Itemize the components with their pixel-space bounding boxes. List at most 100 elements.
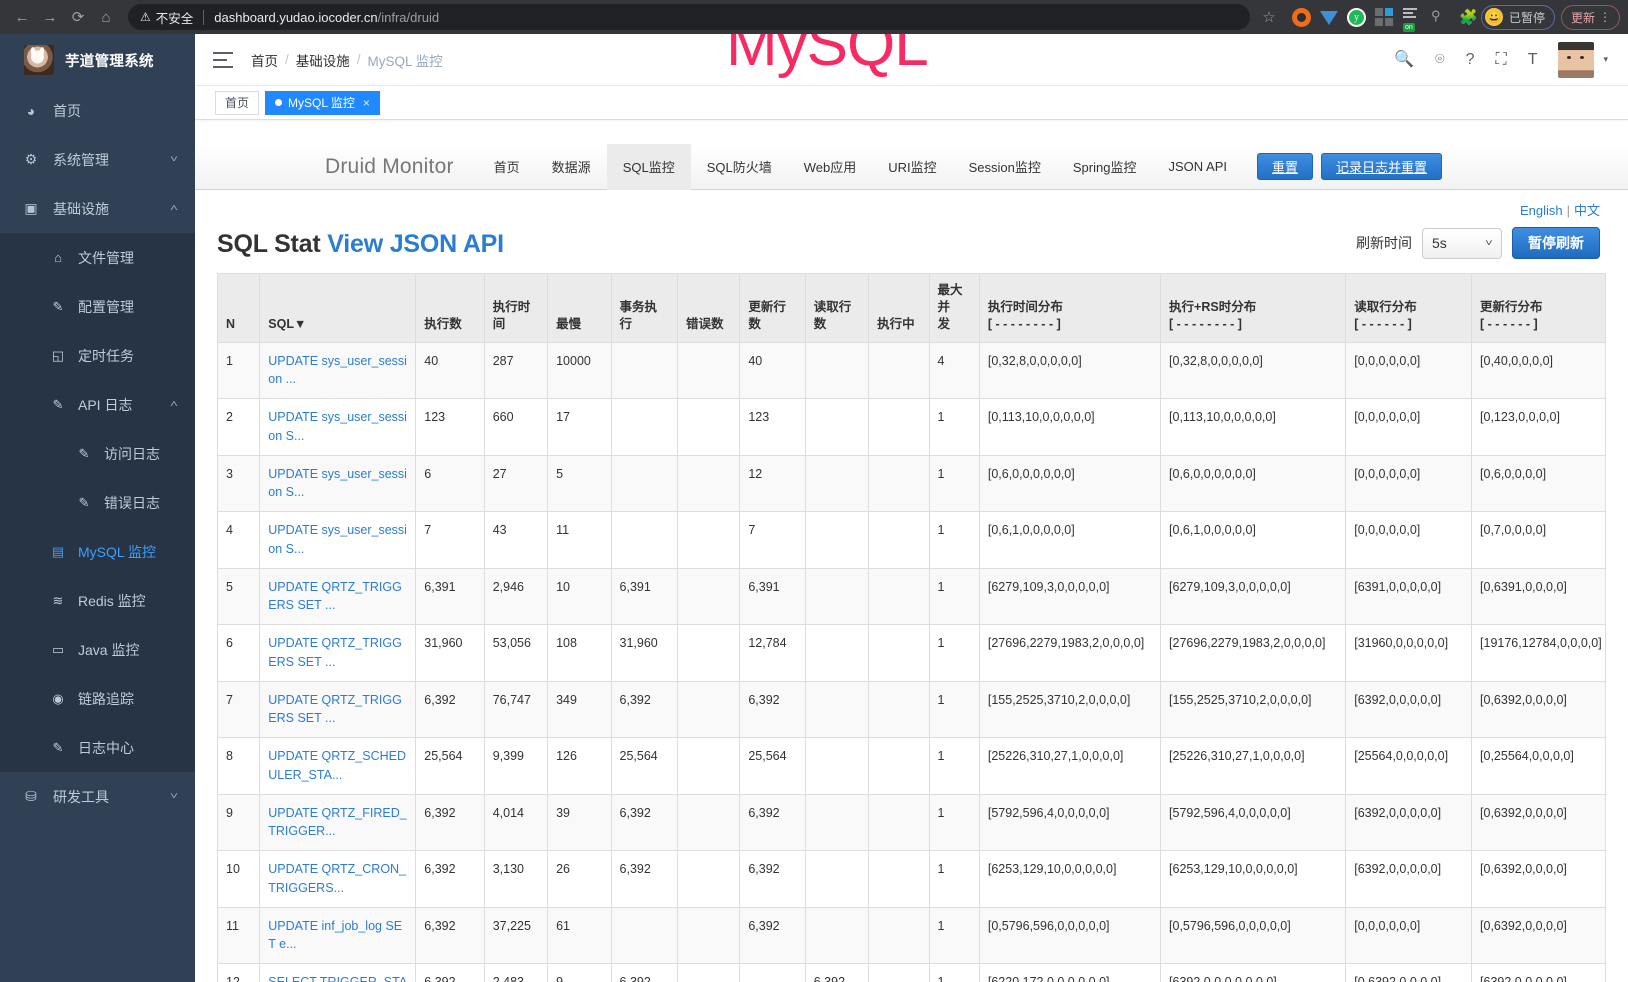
pause-refresh-button[interactable]: 暂停刷新 (1512, 227, 1600, 259)
search-icon[interactable]: 🔍 (1394, 50, 1414, 68)
sidebar-item-redis-monitor[interactable]: ≋ Redis 监控 (0, 576, 195, 625)
sidebar-item-file-manage[interactable]: ⌂ 文件管理 (0, 233, 195, 282)
druid-nav-datasource[interactable]: 数据源 (551, 160, 591, 175)
sidebar-logo[interactable]: 芋道管理系统 (0, 34, 195, 86)
th-exec-count[interactable]: 执行数 (415, 273, 485, 343)
fullscreen-icon[interactable]: ⛶ (1495, 50, 1507, 68)
th-error-count[interactable]: 错误数 (676, 273, 741, 343)
druid-nav-webapp[interactable]: Web应用 (803, 160, 857, 175)
td-sql[interactable]: UPDATE sys_user_session ... (259, 341, 417, 400)
td-sql[interactable]: UPDATE QRTZ_SCHEDULER_STA... (259, 737, 417, 795)
td-sql[interactable]: UPDATE QRTZ_TRIGGERS SET ... (259, 624, 417, 682)
druid-nav-sql-monitor[interactable]: SQL监控 (606, 144, 691, 190)
lang-chinese-link[interactable]: 中文 (1573, 203, 1600, 218)
sql-link[interactable]: UPDATE inf_job_log SET e... (268, 918, 403, 952)
druid-nav-session[interactable]: Session监控 (968, 160, 1041, 175)
sidebar-item-api-log[interactable]: ✎ API 日志 ˄ (0, 380, 195, 429)
chrome-menu-icon[interactable]: ⋮ (1599, 10, 1611, 24)
sql-link[interactable]: UPDATE sys_user_session ... (268, 353, 407, 387)
extension-orange-icon[interactable] (1291, 7, 1311, 27)
td-sql[interactable]: UPDATE QRTZ_FIRED_TRIGGER... (259, 793, 417, 852)
puzzle-icon[interactable]: 🧩 (1458, 8, 1478, 26)
tab-mysql-monitor[interactable]: MySQL 监控 × (265, 90, 380, 115)
th-update-rows[interactable]: 更新行数 (739, 273, 806, 343)
th-read-rows[interactable]: 读取行数 (804, 273, 870, 343)
druid-nav-json-api[interactable]: JSON API (1168, 159, 1227, 174)
sidebar-item-log-center[interactable]: ✎ 日志中心 (0, 723, 195, 772)
td-sql[interactable]: SELECT TRIGGER_STATE (259, 963, 417, 982)
extension-diamond-icon[interactable] (1319, 11, 1338, 25)
td-sql[interactable]: UPDATE QRTZ_CRON_TRIGGERS... (259, 850, 417, 908)
sql-link[interactable]: UPDATE QRTZ_TRIGGERS SET ... (268, 579, 402, 613)
log-and-reset-button[interactable]: 记录日志并重置 (1321, 153, 1443, 180)
sql-link[interactable]: UPDATE QRTZ_SCHEDULER_STA... (268, 749, 407, 782)
github-icon[interactable]: ⌾ (1434, 50, 1445, 68)
druid-nav-spring[interactable]: Spring监控 (1072, 160, 1137, 175)
sql-link[interactable]: UPDATE sys_user_session S... (268, 523, 407, 556)
update-chip[interactable]: 更新 ⋮ (1560, 4, 1620, 30)
close-icon[interactable]: × (362, 95, 370, 110)
th-exec-time-dist[interactable]: 执行时间分布[ - - - - - - - - ] (978, 273, 1162, 343)
th-n[interactable]: N (216, 273, 261, 343)
sql-link[interactable]: UPDATE QRTZ_FIRED_TRIGGER... (268, 805, 407, 839)
extension-key-icon[interactable]: ⚲ (1430, 7, 1441, 23)
td-sql[interactable]: UPDATE QRTZ_TRIGGERS SET ... (259, 567, 417, 626)
sidebar-item-access-log[interactable]: ✎ 访问日志 (0, 429, 195, 478)
druid-nav-home[interactable]: 首页 (493, 160, 520, 175)
bookmark-star-icon[interactable]: ☆ (1262, 9, 1276, 26)
th-read-rows-dist[interactable]: 读取行分布[ - - - - - - ] (1345, 273, 1473, 343)
sql-link[interactable]: UPDATE QRTZ_TRIGGERS SET ... (268, 636, 402, 669)
th-tx-exec[interactable]: 事务执行 (610, 273, 678, 343)
sidebar-item-config-manage[interactable]: ✎ 配置管理 (0, 282, 195, 331)
reload-icon[interactable]: ⟳ (71, 9, 85, 26)
th-update-rows-dist[interactable]: 更新行分布[ - - - - - - ] (1471, 273, 1606, 343)
hamburger-icon[interactable] (213, 51, 233, 68)
sidebar-item-error-log[interactable]: ✎ 错误日志 (0, 478, 195, 527)
sql-link[interactable]: UPDATE sys_user_session S... (268, 466, 407, 500)
td-sql[interactable]: UPDATE sys_user_session S... (259, 454, 417, 513)
sql-link[interactable]: UPDATE QRTZ_CRON_TRIGGERS... (268, 862, 407, 895)
druid-nav-sql-firewall[interactable]: SQL防火墙 (706, 160, 772, 175)
avatar[interactable] (1558, 41, 1595, 78)
th-exec-rs-dist[interactable]: 执行+RS时分布[ - - - - - - - - ] (1160, 273, 1347, 343)
sidebar-item-dev-tools[interactable]: ⛁ 研发工具 ˅ (0, 772, 195, 821)
th-sql[interactable]: SQL▼ (259, 273, 417, 343)
reset-button[interactable]: 重置 (1256, 153, 1313, 180)
address-bar[interactable]: ⚠ 不安全 dashboard.yudao.iocoder.cn/infra/d… (128, 4, 1250, 30)
sql-link[interactable]: UPDATE QRTZ_TRIGGERS SET ... (268, 692, 402, 726)
sql-link[interactable]: SELECT TRIGGER_STATE (268, 975, 407, 982)
td-sql[interactable]: UPDATE sys_user_session S... (259, 511, 417, 569)
sidebar-item-mysql-monitor[interactable]: ▤ MySQL 监控 (0, 527, 195, 576)
td-sql[interactable]: UPDATE sys_user_session S... (259, 398, 417, 456)
sidebar-item-trace[interactable]: ◉ 链路追踪 (0, 674, 195, 723)
extension-green-icon[interactable]: y (1346, 7, 1366, 27)
breadcrumb-item[interactable]: 基础设施 (295, 53, 350, 69)
lang-english-link[interactable]: English (1519, 203, 1563, 218)
sql-link[interactable]: UPDATE sys_user_session S... (268, 410, 407, 443)
td-sql[interactable]: UPDATE QRTZ_TRIGGERS SET ... (259, 680, 417, 739)
druid-nav-uri[interactable]: URI监控 (888, 160, 937, 175)
td-sql[interactable]: UPDATE inf_job_log SET e... (259, 906, 417, 965)
breadcrumb-item[interactable]: 首页 (251, 53, 278, 69)
chevron-down-icon[interactable]: ▾ (1603, 54, 1608, 64)
sidebar-item-scheduled-task[interactable]: ◱ 定时任务 (0, 331, 195, 380)
refresh-interval-select[interactable]: 5s ˅ (1422, 227, 1502, 259)
th-running[interactable]: 执行中 (868, 273, 930, 343)
extension-grid-icon[interactable] (1374, 7, 1394, 27)
sidebar-item-system[interactable]: ⚙ 系统管理 ˅ (0, 135, 195, 184)
back-arrow-icon[interactable]: ← (14, 8, 30, 26)
tab-home[interactable]: 首页 (215, 90, 260, 115)
sidebar-item-java-monitor[interactable]: ▭ Java 监控 (0, 625, 195, 674)
th-exec-time[interactable]: 执行时间 (483, 273, 549, 343)
sidebar-item-infra[interactable]: ▣ 基础设施 ˄ (0, 184, 195, 233)
home-icon[interactable]: ⌂ (101, 8, 111, 26)
extension-list-icon[interactable]: on (1402, 7, 1422, 32)
profile-chip[interactable]: 😀 已暂停 (1480, 4, 1555, 30)
help-icon[interactable]: ? (1465, 50, 1475, 68)
th-slowest[interactable]: 最慢 (547, 273, 612, 343)
font-size-icon[interactable]: T (1527, 50, 1538, 68)
sidebar-item-home[interactable]: ◕ 首页 (0, 86, 195, 135)
th-max-concurrent[interactable]: 最大并发 (928, 273, 980, 343)
view-json-api-link[interactable]: View JSON API (327, 230, 504, 258)
forward-arrow-icon[interactable]: → (42, 8, 58, 26)
